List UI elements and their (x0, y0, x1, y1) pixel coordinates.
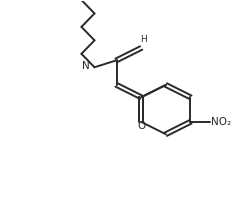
Text: NO₂: NO₂ (211, 117, 231, 127)
Text: H: H (140, 35, 147, 44)
Text: N: N (82, 61, 90, 71)
Text: O: O (137, 121, 145, 131)
